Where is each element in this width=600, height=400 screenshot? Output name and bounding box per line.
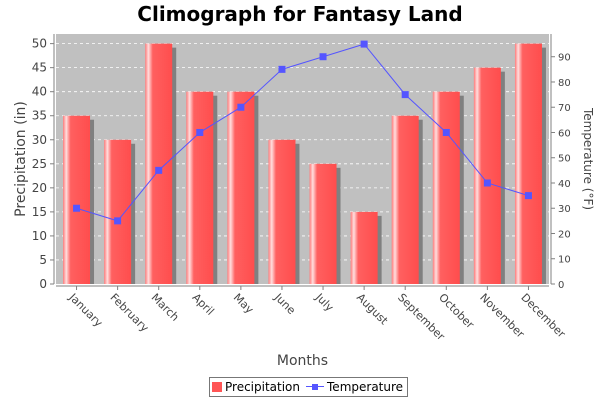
x-tick-label-july: July bbox=[312, 290, 336, 314]
y-tick-label-25: 25 bbox=[32, 157, 47, 171]
legend-swatch-temperature bbox=[306, 382, 325, 392]
y2-tick-label-90: 90 bbox=[558, 53, 571, 64]
y2-tick-label-40: 40 bbox=[558, 179, 571, 190]
temperature-polyline bbox=[76, 43, 529, 222]
bar-september bbox=[391, 115, 419, 284]
y2-tick-label-60: 60 bbox=[558, 128, 571, 139]
x-axis-label: Months bbox=[277, 353, 328, 369]
legend-swatch-precipitation bbox=[212, 382, 222, 392]
y2-tick-label-0: 0 bbox=[558, 280, 564, 291]
temperature-point-april bbox=[196, 128, 204, 136]
bar-october bbox=[432, 91, 460, 284]
x-tick-label-march: March bbox=[149, 291, 182, 324]
x-tick-label-may: May bbox=[231, 291, 257, 317]
y-tick-label-45: 45 bbox=[32, 61, 47, 75]
temperature-point-march bbox=[155, 166, 163, 174]
temperature-point-february bbox=[114, 217, 122, 225]
y-tick-label-20: 20 bbox=[32, 181, 47, 195]
x-tick-label-august: August bbox=[354, 291, 391, 328]
chart-title: Climograph for Fantasy Land bbox=[137, 2, 463, 26]
legend-label-precipitation: Precipitation bbox=[225, 380, 301, 394]
y-tick-label-15: 15 bbox=[32, 205, 47, 219]
bar-july bbox=[309, 163, 337, 284]
temperature-point-november bbox=[483, 179, 491, 187]
temperature-point-june bbox=[278, 65, 286, 73]
bar-january bbox=[63, 115, 91, 284]
legend-item-temperature: Temperature bbox=[306, 380, 403, 394]
climograph-chart: 0 5 10 15 20 25 30 35 40 45 50 0 10 20 30 40 50 60 70 80 90 J… bbox=[13, 34, 595, 369]
y2-tick-label-50: 50 bbox=[558, 154, 571, 165]
x-tick-label-february: February bbox=[108, 291, 152, 335]
y-tick-label-30: 30 bbox=[32, 133, 47, 147]
temperature-point-january bbox=[73, 204, 81, 212]
legend: Precipitation Temperature bbox=[209, 377, 409, 397]
temperature-point-august bbox=[360, 40, 368, 48]
x-tick-label-december: December bbox=[518, 291, 568, 341]
temperature-point-october bbox=[442, 128, 450, 136]
precipitation-bars bbox=[63, 43, 542, 285]
temperature-point-september bbox=[401, 91, 409, 99]
temperature-point-may bbox=[237, 103, 245, 111]
y-tick-label-50: 50 bbox=[32, 37, 47, 51]
y-tick-label-35: 35 bbox=[32, 109, 47, 123]
temperature-point-july bbox=[319, 53, 327, 61]
y2-tick-label-10: 10 bbox=[558, 255, 571, 266]
x-tick-label-june: June bbox=[271, 290, 298, 317]
bar-february bbox=[104, 139, 132, 284]
temperature-point-december bbox=[524, 192, 532, 200]
temperature-line bbox=[73, 40, 532, 225]
gridlines bbox=[56, 43, 549, 261]
bar-november bbox=[473, 67, 501, 285]
bar-december bbox=[514, 43, 542, 284]
legend-label-temperature: Temperature bbox=[327, 380, 404, 394]
plot-area bbox=[56, 34, 549, 284]
y-axis-label: Precipitation (in) bbox=[13, 101, 29, 217]
legend-item-precipitation: Precipitation bbox=[212, 380, 300, 394]
y-tick-label-40: 40 bbox=[32, 85, 47, 99]
y2-axis-label: Temperature (°F) bbox=[581, 107, 595, 210]
y-tick-label-10: 10 bbox=[32, 229, 47, 243]
x-tick-label-april: April bbox=[190, 291, 217, 318]
bar-may bbox=[227, 91, 255, 284]
bar-august bbox=[350, 211, 378, 284]
y2-tick-label-30: 30 bbox=[558, 204, 571, 215]
bar-april bbox=[186, 91, 214, 284]
y2-tick-label-20: 20 bbox=[558, 229, 571, 240]
bar-june bbox=[268, 139, 296, 284]
x-tick-label-january: January bbox=[66, 290, 106, 330]
y-tick-label-0: 0 bbox=[39, 277, 47, 291]
y2-tick-label-70: 70 bbox=[558, 103, 571, 114]
y-tick-label-5: 5 bbox=[39, 253, 47, 267]
y2-tick-label-80: 80 bbox=[558, 78, 571, 89]
bar-march bbox=[145, 43, 173, 284]
x-tick-label-october: October bbox=[436, 291, 477, 332]
